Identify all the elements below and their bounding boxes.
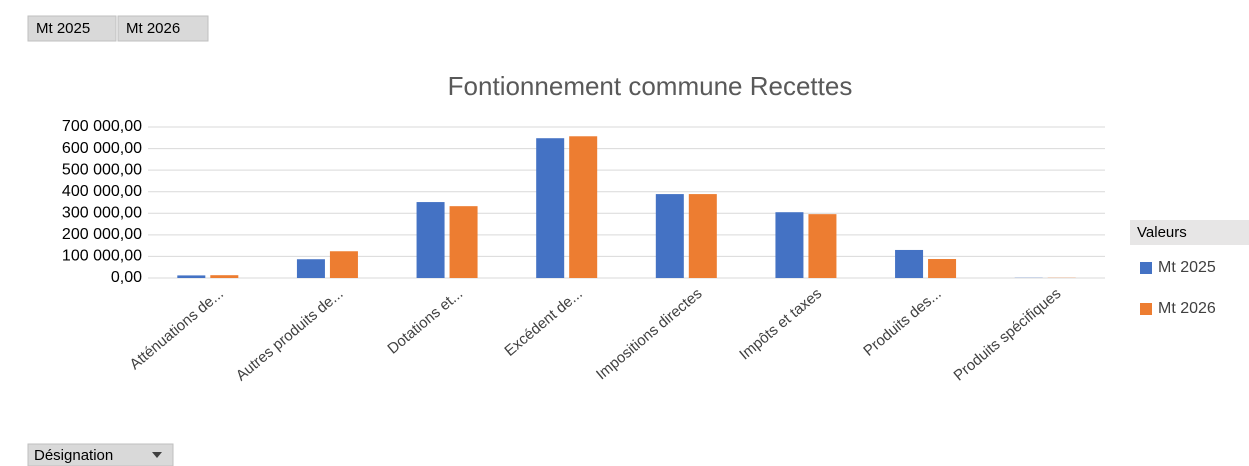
legend-title-box (1130, 220, 1249, 245)
y-tick-label: 0,00 (111, 269, 142, 286)
bar (449, 206, 478, 278)
axis-field-label[interactable]: Désignation (34, 447, 113, 464)
y-tick-label: 100 000,00 (62, 248, 142, 265)
field-button[interactable] (117, 15, 209, 42)
bar (928, 259, 957, 278)
bar (688, 194, 717, 278)
legend-title: Valeurs (1137, 224, 1187, 241)
legend-swatch (1140, 303, 1152, 315)
field-button-label[interactable]: Mt 2025 (36, 20, 90, 37)
dropdown-arrow[interactable] (152, 452, 162, 458)
legend-swatch (1140, 262, 1152, 274)
bar (775, 212, 804, 278)
field-button-label[interactable]: Mt 2026 (126, 20, 180, 37)
bar (210, 275, 239, 278)
y-tick-label: 700 000,00 (62, 118, 142, 135)
field-button[interactable] (27, 15, 117, 42)
axis-field-button[interactable] (27, 443, 174, 466)
bar (895, 249, 924, 278)
bar (416, 202, 445, 278)
bar (536, 138, 565, 278)
y-tick-label: 600 000,00 (62, 140, 142, 157)
chart-title: Fontionnement commune Recettes (448, 71, 853, 101)
bar (177, 275, 206, 278)
legend-label: Mt 2025 (1158, 259, 1216, 276)
y-tick-label: 200 000,00 (62, 226, 142, 243)
y-tick-label: 400 000,00 (62, 183, 142, 200)
legend-label: Mt 2026 (1158, 300, 1216, 317)
y-tick-label: 500 000,00 (62, 161, 142, 178)
bar (296, 259, 325, 278)
bar (329, 251, 358, 278)
bar (808, 214, 837, 278)
y-tick-label: 300 000,00 (62, 205, 142, 222)
bar (655, 194, 684, 278)
bar (569, 136, 598, 278)
